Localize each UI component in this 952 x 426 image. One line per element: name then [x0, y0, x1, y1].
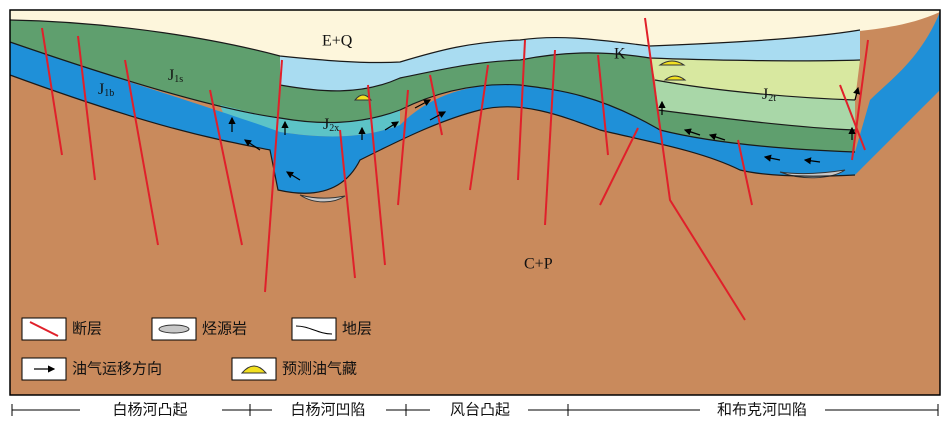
legend-label: 油气运移方向	[72, 360, 162, 378]
label-eq: E+Q	[322, 33, 353, 50]
cross-section: E+Q K C+P J1b J1s J2x J2t 断层 烃源岩 地层 油气运移…	[0, 0, 952, 426]
zone-label: 和布克河凹陷	[717, 401, 807, 419]
legend-label: 烃源岩	[202, 320, 247, 338]
legend-label: 断层	[72, 320, 102, 338]
zone-label: 白杨河凹陷	[290, 401, 365, 419]
legend-label: 预测油气藏	[282, 360, 357, 378]
zone-label: 风台凸起	[450, 401, 510, 419]
legend-label: 地层	[342, 320, 372, 338]
zone-label: 白杨河凸起	[112, 401, 187, 419]
label-k: K	[614, 46, 626, 63]
label-cp: C+P	[524, 256, 553, 273]
